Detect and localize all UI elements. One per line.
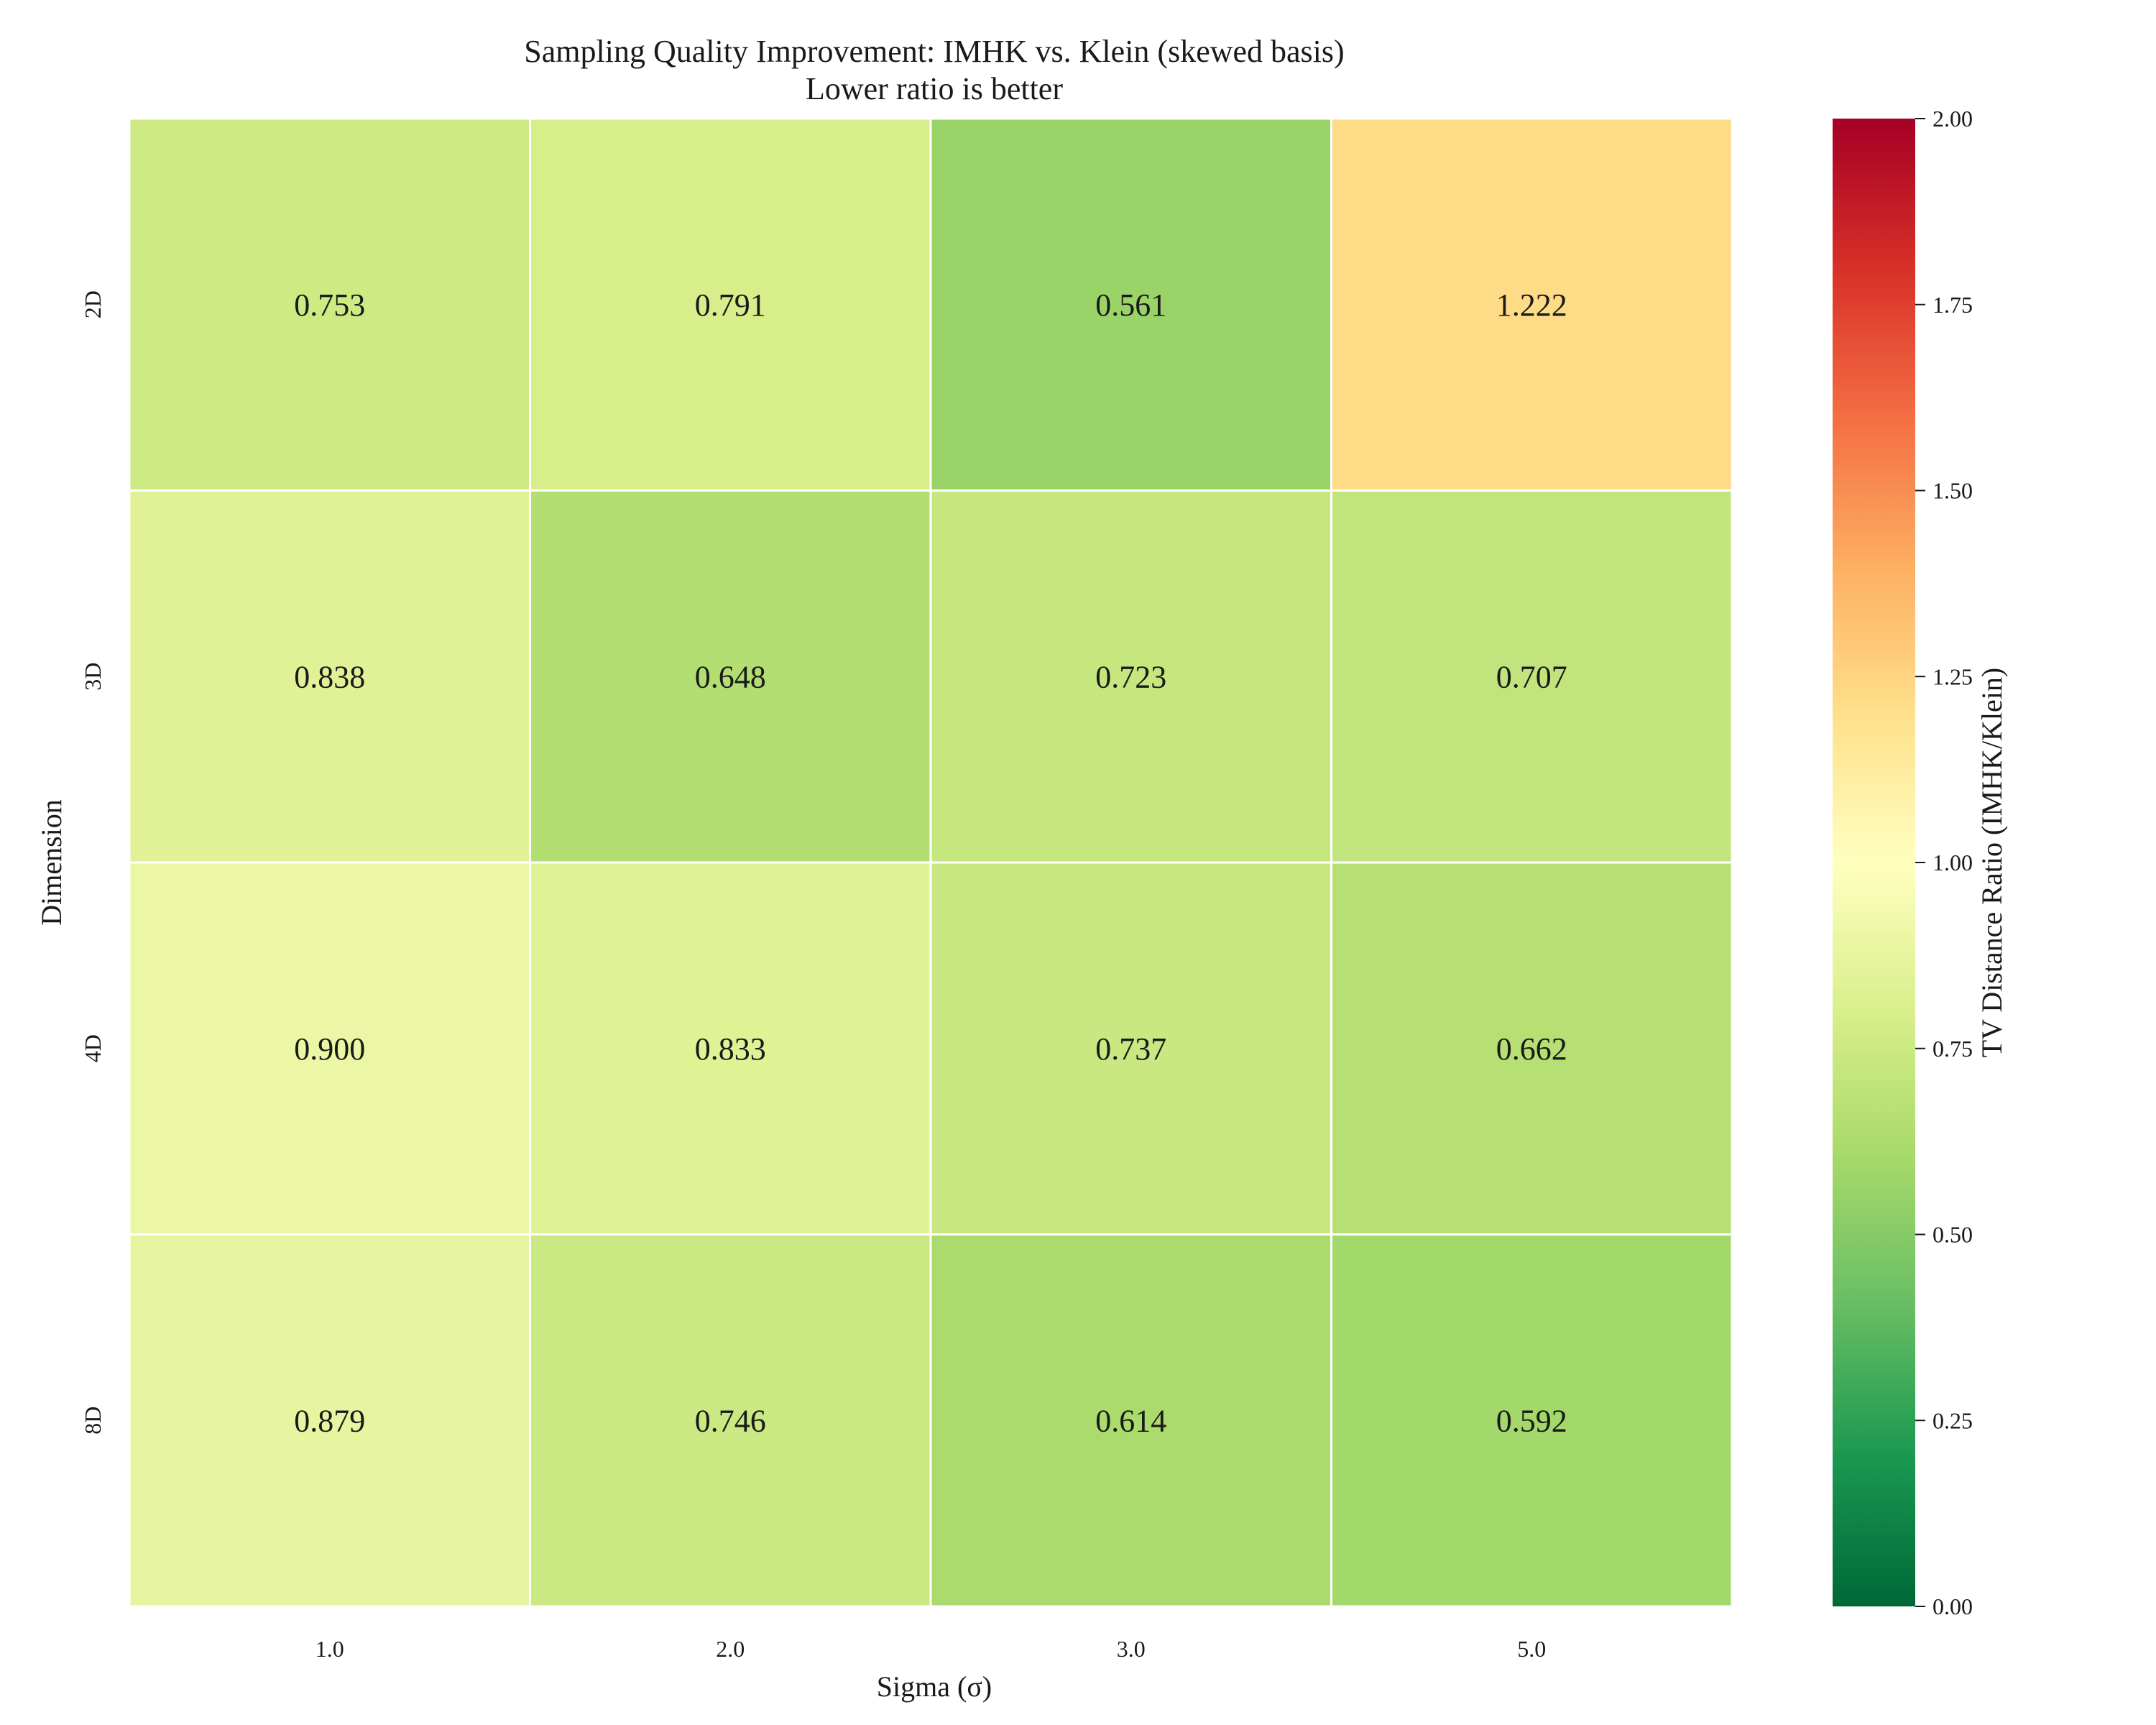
cell-value-label: 0.561	[1095, 288, 1166, 323]
y-tick-label: 8D	[80, 1407, 106, 1435]
y-tick-label: 3D	[80, 663, 106, 691]
cell-value-label: 0.879	[294, 1403, 365, 1438]
x-axis-label: Sigma (σ)	[877, 1670, 992, 1703]
colorbar-tick-label: 0.75	[1932, 1036, 1973, 1062]
cell-value-label: 0.592	[1496, 1403, 1567, 1438]
y-tick-label: 2D	[80, 290, 106, 318]
x-tick-label: 3.0	[1117, 1636, 1146, 1662]
heatmap-cell	[1330, 489, 1733, 864]
colorbar	[1833, 119, 1915, 1606]
cell-value-label: 0.614	[1095, 1403, 1166, 1438]
x-tick-label: 5.0	[1517, 1636, 1546, 1662]
heatmap-cell	[128, 117, 531, 492]
y-tick-label: 4D	[80, 1034, 106, 1062]
colorbar-tick-label: 0.50	[1932, 1222, 1973, 1248]
chart-title: Sampling Quality Improvement: IMHK vs. K…	[524, 34, 1344, 69]
heatmap-cell	[929, 1233, 1332, 1608]
heatmap-cell	[529, 489, 932, 864]
colorbar-tick-label: 0.25	[1932, 1407, 1973, 1433]
heatmap-cell	[529, 117, 932, 492]
colorbar-tick-label: 2.00	[1932, 106, 1973, 132]
cell-value-label: 0.753	[294, 288, 365, 323]
colorbar-ticks: 0.00 0.25 0.50 0.75 1.00 1.25 1.50 1.75 2.00	[1915, 106, 1973, 1619]
colorbar-tick-label: 1.75	[1932, 292, 1973, 318]
heatmap-cell	[1330, 861, 1733, 1236]
x-axis-ticks: 1.0 2.0 3.0 5.0	[315, 1636, 1547, 1662]
heatmap-cell	[128, 1233, 531, 1608]
cell-value-label: 0.648	[695, 659, 766, 694]
y-axis-label: Dimension	[35, 799, 68, 926]
heatmap-cell	[529, 1233, 932, 1608]
colorbar-tick-label: 0.00	[1932, 1593, 1973, 1619]
colorbar-label: TV Distance Ratio (IMHK/Klein)	[1976, 668, 2008, 1057]
cell-value-label: 0.662	[1496, 1031, 1567, 1067]
heatmap-cell	[529, 861, 932, 1236]
chart-subtitle: Lower ratio is better	[806, 71, 1063, 106]
colorbar-tick-label: 1.25	[1932, 663, 1973, 689]
x-tick-label: 1.0	[315, 1636, 344, 1662]
heatmap-value-labels: 0.753 0.791 0.561 1.222 0.838 0.648 0.723 0.707…	[294, 288, 1567, 1439]
cell-value-label: 0.833	[695, 1031, 766, 1067]
cell-value-label: 0.746	[695, 1403, 766, 1438]
heatmap-cell	[929, 489, 1332, 864]
heatmap-cell	[1330, 1233, 1733, 1608]
cell-value-label: 1.222	[1496, 288, 1567, 323]
cell-value-label: 0.838	[294, 659, 365, 694]
colorbar-tick-label: 1.50	[1932, 478, 1973, 504]
y-axis-ticks: 2D 3D 4D 8D	[80, 290, 106, 1435]
x-tick-label: 2.0	[716, 1636, 745, 1662]
cell-value-label: 0.737	[1095, 1031, 1166, 1067]
cell-value-label: 0.723	[1095, 659, 1166, 694]
cell-value-label: 0.791	[695, 288, 766, 323]
heatmap-cells	[128, 117, 1733, 1608]
heatmap-cell	[929, 117, 1332, 492]
heatmap-cell	[1330, 117, 1733, 492]
colorbar-tick-label: 1.00	[1932, 850, 1973, 875]
cell-value-label: 0.707	[1496, 659, 1567, 694]
cell-value-label: 0.900	[294, 1031, 365, 1067]
heatmap-cell	[128, 489, 531, 864]
